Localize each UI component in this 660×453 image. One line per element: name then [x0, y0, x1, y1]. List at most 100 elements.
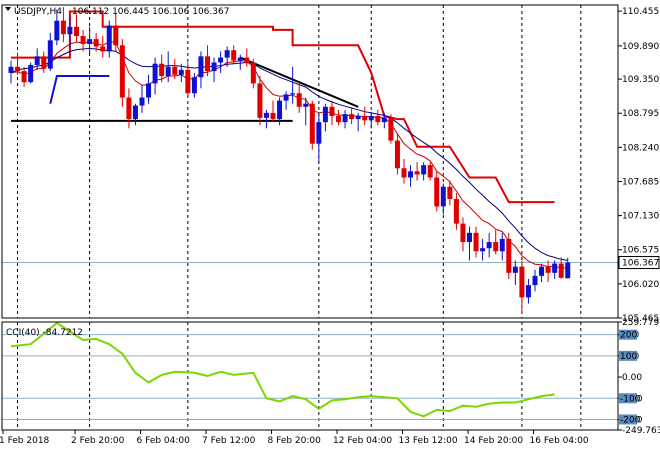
- price-panel-frame: [1, 4, 619, 319]
- candle-body: [539, 266, 545, 276]
- candle-body: [440, 186, 446, 207]
- candle-body: [237, 57, 243, 61]
- candle-body: [159, 63, 165, 77]
- candle-body: [486, 242, 492, 249]
- candle-body: [427, 165, 433, 178]
- candle-body: [218, 57, 224, 63]
- candle-body: [362, 115, 368, 121]
- candle-body: [185, 69, 191, 94]
- candle-body: [231, 50, 237, 61]
- price-axis-label: 107.685: [622, 177, 659, 187]
- candle-body: [100, 46, 106, 52]
- lower-step-line: [49, 75, 110, 104]
- candle-body: [565, 262, 571, 279]
- price-axis-label: 108.240: [622, 143, 659, 153]
- price-axis-label: 108.795: [622, 109, 659, 119]
- cci-level-tag-label: -100: [620, 394, 641, 404]
- fast-ma-line: [10, 41, 568, 270]
- cci-series: [10, 321, 555, 418]
- candle-body: [126, 97, 132, 120]
- candle-body: [172, 66, 178, 75]
- candle-body: [80, 36, 86, 45]
- candle-body: [54, 20, 60, 41]
- symbol-dropdown-icon[interactable]: [5, 7, 11, 11]
- candle-body: [355, 115, 361, 120]
- candle-body: [244, 57, 250, 63]
- candle-body: [152, 63, 158, 84]
- chart-header: USDJPY,H4 106.112 106.445 106.106 106.36…: [5, 7, 229, 17]
- candle-body: [21, 71, 27, 83]
- period-separators: [2, 5, 618, 430]
- cci-level-tag-label: 100: [620, 352, 637, 362]
- candle-body: [512, 266, 518, 273]
- candle-body: [106, 25, 112, 52]
- candle-body: [87, 39, 93, 45]
- candle-body: [257, 83, 263, 118]
- candle-body: [447, 186, 453, 200]
- candle-body: [270, 112, 276, 120]
- candle-body: [60, 20, 66, 35]
- candle-body: [224, 50, 230, 58]
- cci-axis-label: 259.7798: [622, 318, 660, 328]
- candle-body: [349, 114, 355, 120]
- time-axis-label: 6 Feb 04:00: [137, 436, 191, 446]
- cci-level-tag-label: 200: [620, 331, 637, 341]
- candle-body: [493, 242, 499, 252]
- candle-body: [119, 45, 125, 98]
- candle-body: [329, 106, 335, 116]
- cci-axis-label: 0.00: [622, 373, 642, 383]
- candle-body: [8, 66, 14, 73]
- current-price-tag: [618, 256, 660, 270]
- candle-body: [434, 177, 440, 207]
- price-axis-label: 110.455: [622, 7, 659, 17]
- candle-body: [401, 168, 407, 178]
- candle-body: [558, 263, 564, 278]
- candle-body: [198, 56, 204, 78]
- candle-body: [421, 165, 427, 175]
- time-axis-label: 8 Feb 20:00: [268, 436, 322, 446]
- price-axis-label: 106.575: [622, 246, 659, 256]
- candle-body: [15, 66, 21, 72]
- candle-body: [41, 56, 47, 69]
- price-axis-label: 109.350: [622, 75, 659, 85]
- candle-body: [336, 115, 341, 123]
- candle-body: [473, 232, 479, 252]
- candle-body: [467, 232, 472, 243]
- time-axis-label: 12 Feb 04:00: [333, 436, 392, 446]
- candle-body: [34, 56, 40, 65]
- candle-body: [414, 171, 420, 175]
- time-axis-label: 7 Feb 12:00: [202, 436, 256, 446]
- candle-body: [139, 97, 145, 106]
- candle-body: [290, 93, 296, 95]
- ohlc-readout: 106.112 106.445 106.106 106.367: [72, 7, 229, 17]
- candle-body: [381, 117, 387, 123]
- candle-body: [408, 171, 414, 178]
- candle-body: [375, 115, 381, 123]
- candle-body: [453, 199, 459, 224]
- candle-body: [303, 103, 309, 107]
- candle-body: [146, 83, 152, 98]
- cci-level-lines: [2, 334, 618, 420]
- cci-level-tag: [619, 350, 637, 361]
- candle-body: [316, 122, 322, 144]
- candle-body: [368, 115, 374, 121]
- candle-body: [506, 238, 512, 273]
- candle-body: [460, 223, 466, 243]
- time-axis-label: 2 Feb 20:00: [71, 436, 125, 446]
- candle-body: [211, 62, 217, 72]
- time-axis-label: 13 Feb 12:00: [399, 436, 458, 446]
- cci-level-tag: [619, 393, 637, 404]
- cci-panel-frame: [1, 321, 619, 431]
- candle-body: [296, 93, 302, 107]
- cci-header-label: CCI(40) -84.7212: [6, 328, 83, 338]
- candle-body: [283, 94, 289, 101]
- axes: 110.455 109.890 109.350 108.795 108.240 107.6…: [0, 7, 660, 446]
- price-axis-label: 109.890: [622, 42, 659, 52]
- chart-frame: [1, 4, 619, 431]
- candle-body: [525, 285, 531, 298]
- time-axis-label: 16 Feb 04:00: [530, 436, 589, 446]
- candle-body: [250, 62, 256, 84]
- cci-level-tag: [619, 329, 637, 340]
